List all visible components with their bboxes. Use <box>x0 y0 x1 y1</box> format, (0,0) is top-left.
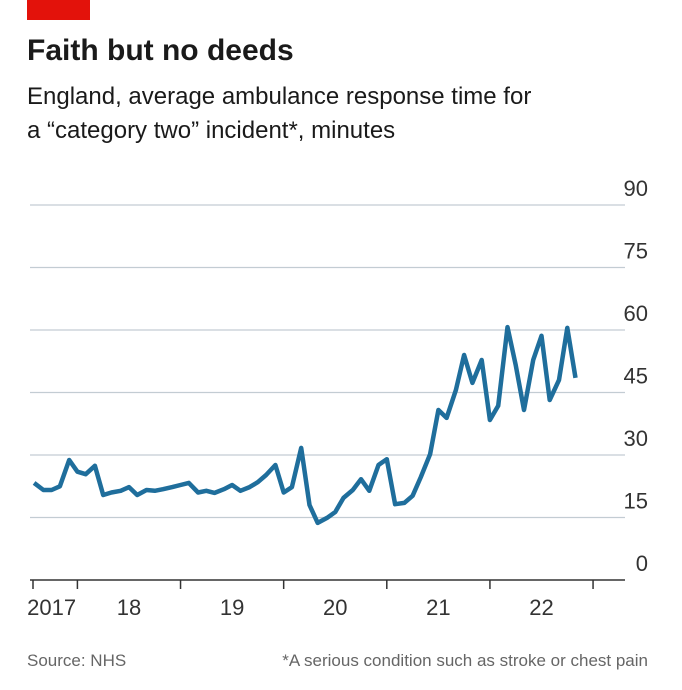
y-tick-label: 75 <box>624 239 648 264</box>
y-tick-label: 0 <box>636 551 648 576</box>
x-tick-label: 20 <box>323 595 347 620</box>
x-tick-label: 22 <box>529 595 553 620</box>
data-line <box>32 324 578 526</box>
y-tick-label: 30 <box>624 426 648 451</box>
y-tick-label: 45 <box>624 364 648 389</box>
chart-subtitle: a “category two” incident*, minutes <box>27 117 395 144</box>
x-tick-label: 21 <box>426 595 450 620</box>
x-tick-label: 2017 <box>27 595 76 620</box>
source: Source: NHS <box>27 651 126 670</box>
x-tick-label: 19 <box>220 595 244 620</box>
y-tick-label: 15 <box>624 489 648 514</box>
y-tick-label: 90 <box>624 176 648 201</box>
chart-title: Faith but no deeds <box>27 34 294 67</box>
y-tick-label: 60 <box>624 301 648 326</box>
accent-bar <box>27 0 90 20</box>
x-tick-label: 18 <box>117 595 141 620</box>
footnote: *A serious condition such as stroke or c… <box>282 651 648 670</box>
chart-subtitle: England, average ambulance response time… <box>27 83 531 110</box>
